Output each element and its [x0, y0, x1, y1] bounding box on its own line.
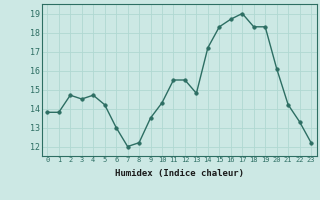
X-axis label: Humidex (Indice chaleur): Humidex (Indice chaleur): [115, 169, 244, 178]
